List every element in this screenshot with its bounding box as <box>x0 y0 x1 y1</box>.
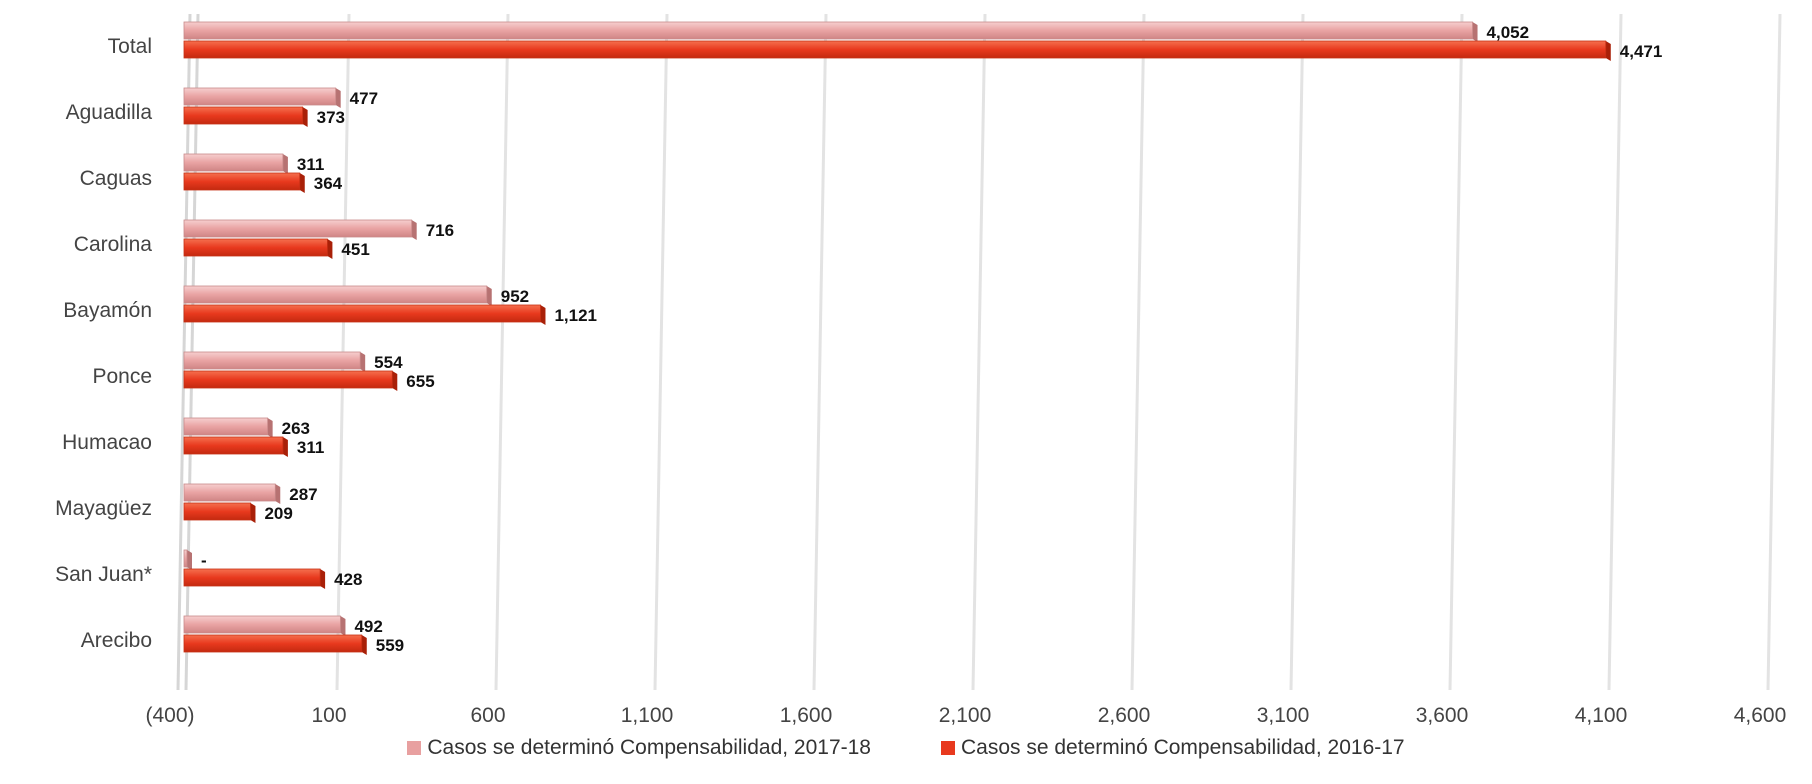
gridline <box>971 13 987 691</box>
bar-2017-18 <box>183 219 413 238</box>
bar-depth <box>302 107 308 127</box>
bar-depth <box>275 484 281 504</box>
data-label: 554 <box>374 353 403 372</box>
bar-2017-18 <box>183 285 488 304</box>
gridline <box>1130 13 1146 691</box>
gridline <box>1448 13 1464 691</box>
gridline <box>653 13 669 691</box>
data-label: 311 <box>297 155 324 174</box>
bar-depth <box>340 616 346 636</box>
data-label: 1,121 <box>554 306 597 325</box>
bar-2017-18 <box>183 483 276 502</box>
bar-2016-17 <box>183 238 328 257</box>
gridline <box>812 13 828 691</box>
category-label: Mayagüez <box>55 497 152 520</box>
bar-2016-17 <box>183 370 393 389</box>
bar-depth <box>335 88 341 108</box>
category-label: Carolina <box>74 233 153 256</box>
category-label: Caguas <box>80 167 152 190</box>
bar-depth <box>320 569 326 589</box>
bar-depth <box>360 352 366 372</box>
data-label: 311 <box>297 438 324 457</box>
bar-depth <box>282 154 288 174</box>
data-label: 4,471 <box>1620 42 1663 61</box>
x-tick-label: (400) <box>145 704 194 727</box>
data-label: 716 <box>426 221 454 240</box>
legend-item-2017-18: Casos se determinó Compensabilidad, 2017… <box>407 736 871 760</box>
data-label: 364 <box>314 174 343 193</box>
category-label: Bayamón <box>63 299 152 322</box>
x-tick-label: 1,100 <box>621 704 674 727</box>
bar-depth <box>1472 22 1478 42</box>
x-tick-label: 100 <box>311 704 346 727</box>
bar-depth <box>411 220 417 240</box>
bar-2016-17 <box>183 634 363 653</box>
category-label: San Juan* <box>55 563 152 586</box>
x-tick-label: 2,600 <box>1098 704 1151 727</box>
data-label: 492 <box>354 617 382 636</box>
bar-depth <box>187 550 192 570</box>
bar-depth <box>267 418 273 438</box>
bar-2017-18 <box>183 615 341 634</box>
bar-depth <box>392 371 398 391</box>
x-tick-label: 3,600 <box>1416 704 1469 727</box>
data-label: 428 <box>334 570 362 589</box>
bar-2017-18 <box>183 351 361 370</box>
x-tick-label: 3,100 <box>1257 704 1310 727</box>
data-label: 287 <box>289 485 317 504</box>
data-label: 451 <box>341 240 369 259</box>
bar-depth <box>486 286 492 306</box>
data-label: 209 <box>264 504 292 523</box>
gridline <box>494 13 510 691</box>
bar-depth <box>282 437 288 457</box>
data-label: 373 <box>317 108 345 127</box>
bar-depth <box>250 503 256 523</box>
category-label: Total <box>108 35 152 58</box>
bar-2017-18 <box>183 549 188 568</box>
data-label: 263 <box>282 419 310 438</box>
gridline <box>1289 13 1305 691</box>
legend-label-2016-17: Casos se determinó Compensabilidad, 2016… <box>961 736 1405 759</box>
data-label: 655 <box>406 372 434 391</box>
x-tick-label: 600 <box>470 704 505 727</box>
data-label: 952 <box>501 287 529 306</box>
bar-2016-17 <box>183 106 304 125</box>
legend-swatch-2016-17 <box>941 741 955 755</box>
data-label: 559 <box>376 636 404 655</box>
category-label: Arecibo <box>81 629 152 652</box>
data-label: - <box>201 551 207 570</box>
data-label: 477 <box>350 89 378 108</box>
x-tick-label: 1,600 <box>780 704 833 727</box>
bar-2017-18 <box>183 153 284 172</box>
category-label: Aguadilla <box>66 101 153 124</box>
x-tick-label: 4,100 <box>1575 704 1628 727</box>
bar-2016-17 <box>183 568 321 587</box>
gridline <box>1766 13 1782 691</box>
category-label: Humacao <box>62 431 152 454</box>
bar-2017-18 <box>183 87 337 106</box>
bar-depth <box>299 173 305 193</box>
bar-depth <box>327 239 333 259</box>
bar-2017-18 <box>183 417 269 436</box>
bar-2016-17 <box>183 502 251 521</box>
bar-2016-17 <box>183 304 541 323</box>
legend-item-2016-17: Casos se determinó Compensabilidad, 2016… <box>941 736 1405 760</box>
legend-label-2017-18: Casos se determinó Compensabilidad, 2017… <box>427 736 871 759</box>
legend-swatch-2017-18 <box>407 741 422 755</box>
bar-2016-17 <box>183 40 1607 59</box>
x-tick-label: 2,100 <box>939 704 992 727</box>
bar-2017-18 <box>183 21 1473 40</box>
bar-2016-17 <box>183 172 301 191</box>
x-tick-label: 4,600 <box>1734 704 1787 727</box>
data-label: 4,052 <box>1487 23 1530 42</box>
bar-depth <box>1605 41 1611 61</box>
category-label: Ponce <box>92 365 152 388</box>
bar-depth <box>540 305 546 325</box>
chart-legend: Casos se determinó Compensabilidad, 2017… <box>0 736 1812 760</box>
gridline <box>1607 13 1623 691</box>
bar-2016-17 <box>183 436 284 455</box>
bar-depth <box>361 635 367 655</box>
